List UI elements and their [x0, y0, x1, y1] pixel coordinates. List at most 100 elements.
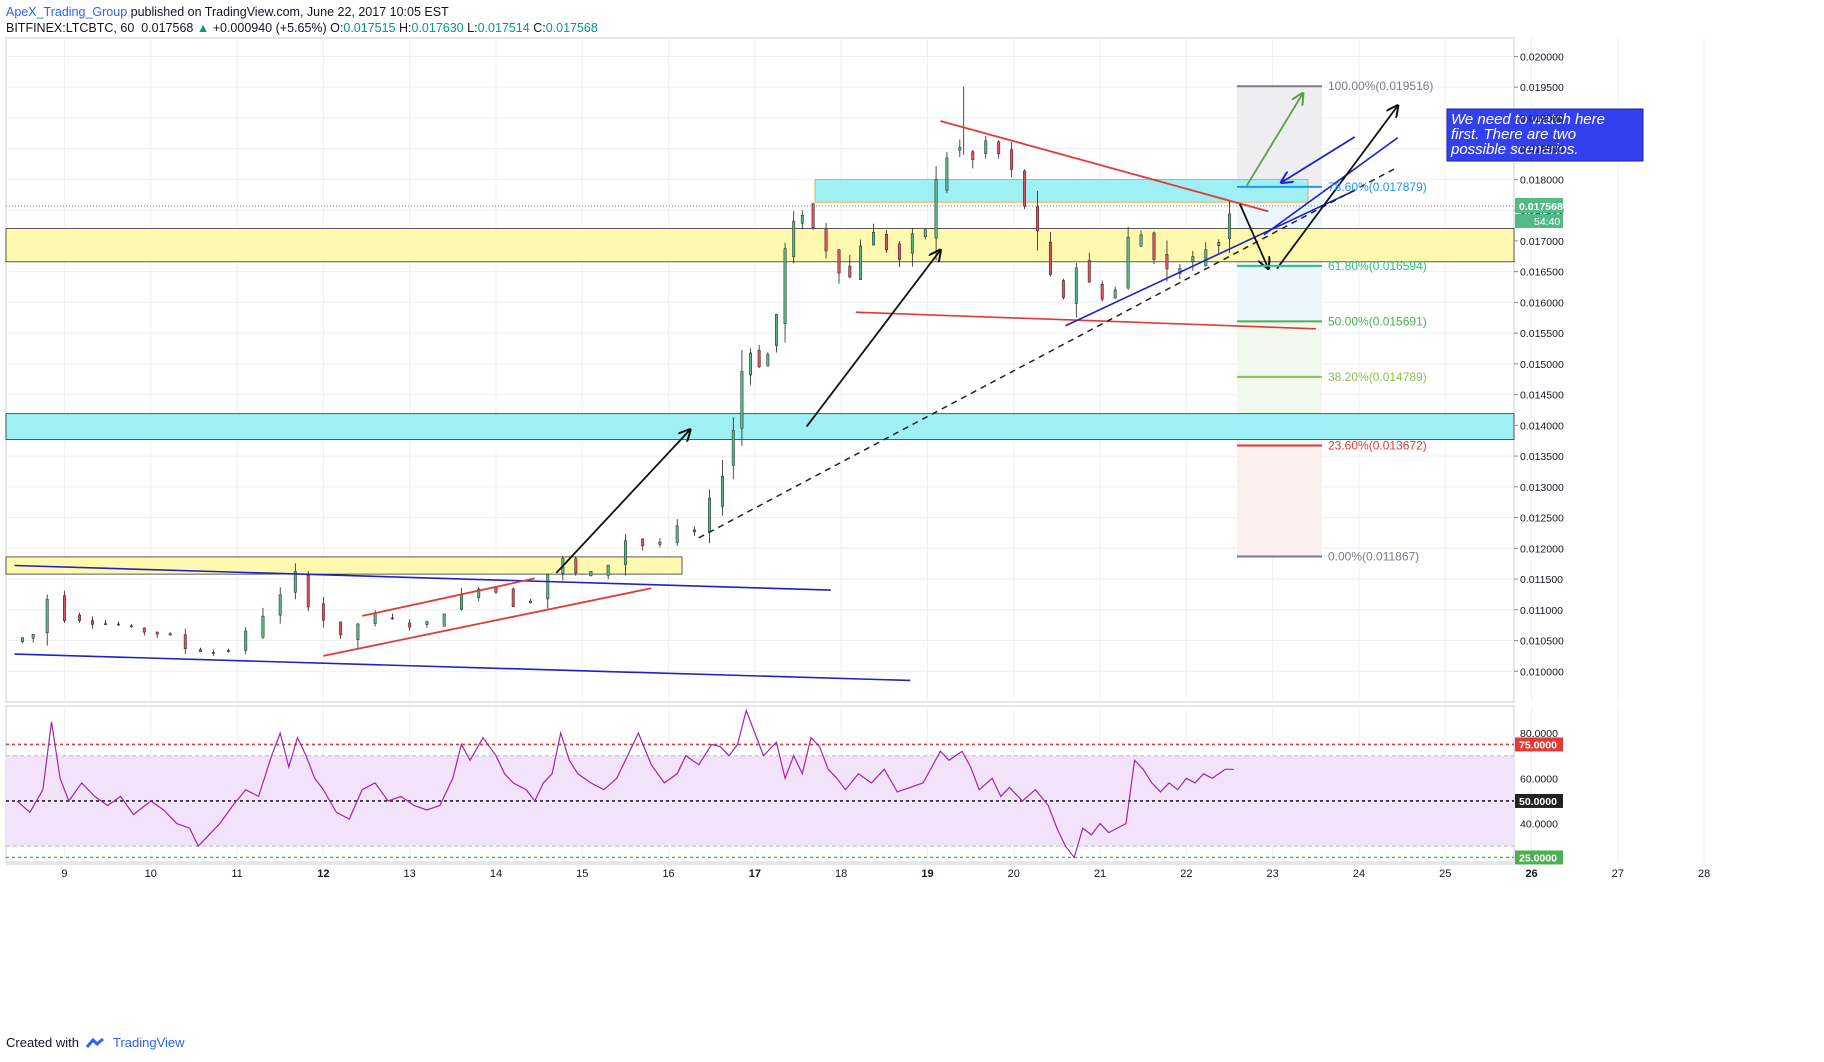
candle-body: [459, 594, 463, 610]
candle: [766, 352, 770, 367]
candle-body: [997, 141, 1001, 155]
candle: [1010, 142, 1014, 177]
candle: [1048, 231, 1052, 277]
candle-body: [971, 151, 975, 161]
y-tick-label: 0.012000: [1520, 543, 1564, 555]
price-change: +0.000940 (+5.65%): [212, 21, 327, 35]
y-tick-label: 0.017000: [1520, 236, 1564, 248]
candle-body: [1217, 242, 1221, 246]
fib-level-label: 78.60%(0.017879): [1328, 180, 1427, 194]
candle: [142, 627, 146, 636]
candle-body: [511, 588, 515, 608]
fib-level-label: 50.00%(0.015691): [1328, 314, 1427, 328]
candle: [1228, 200, 1231, 254]
y-tick-label: 0.010500: [1520, 636, 1564, 648]
candle: [390, 613, 394, 620]
candle: [885, 230, 888, 253]
rsi-y-tick-label: 60.0000: [1520, 773, 1558, 785]
candle: [606, 564, 610, 580]
candle: [244, 627, 248, 655]
candle: [574, 556, 578, 576]
high-label: H:: [399, 21, 412, 35]
candle: [1023, 169, 1027, 210]
candle-body: [425, 621, 429, 625]
candle-body: [442, 613, 446, 627]
candle: [824, 223, 828, 259]
candle-body: [373, 613, 377, 624]
candle-body: [1113, 289, 1117, 299]
note-text: We need to watch here: [1451, 111, 1605, 128]
y-tick-label: 0.018500: [1520, 144, 1564, 156]
y-tick-label: 0.011000: [1520, 605, 1563, 617]
candle-body: [261, 615, 265, 638]
arrow-blue-pointer: [1281, 136, 1356, 182]
author-link[interactable]: ApeX_Trading_Group: [6, 5, 128, 19]
candle: [1139, 230, 1143, 247]
candle: [897, 241, 901, 268]
x-tick-label: 16: [662, 868, 674, 880]
x-tick-label: 13: [404, 868, 416, 880]
candle: [168, 631, 172, 636]
note-box: [1446, 108, 1644, 162]
x-tick-label: 23: [1267, 868, 1279, 880]
publication-info: published on TradingView.com, June 22, 2…: [130, 5, 449, 19]
candle-body: [390, 617, 394, 620]
candle-body: [278, 594, 282, 616]
note-text: possible scenarios.: [1450, 141, 1579, 158]
candle-body: [792, 220, 796, 258]
candle-body: [31, 634, 35, 639]
candle: [198, 647, 202, 653]
candle-body: [1023, 170, 1027, 207]
candle: [425, 620, 429, 628]
y-tick-label: 0.016500: [1520, 267, 1564, 279]
candle: [757, 344, 761, 369]
candle-body: [1061, 280, 1065, 298]
fib-level-label: 61.80%(0.016594): [1328, 259, 1427, 273]
candle-body: [984, 140, 988, 154]
candle-body: [1152, 232, 1156, 260]
rsi-y-tick-label: 40.0000: [1520, 819, 1558, 831]
blue-upper-projection: [1263, 136, 1399, 236]
candle: [211, 649, 215, 656]
candle: [477, 586, 481, 602]
fib-level-label: 38.20%(0.014789): [1328, 370, 1427, 384]
candle: [261, 607, 265, 639]
tradingview-logo-icon: [85, 1037, 104, 1048]
y-tick-label: 0.019000: [1520, 113, 1564, 125]
candle-body: [757, 349, 761, 368]
candle-body: [910, 233, 914, 254]
y-tick-label: 0.010000: [1520, 666, 1564, 678]
candle-body: [1074, 267, 1078, 304]
fib-level-label: 100.00%(0.019516): [1328, 79, 1433, 93]
last-price-badge-label: 0.017568: [1519, 201, 1563, 213]
footer: Created with TradingView: [6, 1035, 185, 1050]
x-tick-label: 11: [231, 868, 242, 880]
candle-body: [740, 371, 744, 429]
candle: [1074, 262, 1078, 318]
rsi-y-tick-label: 80.0000: [1520, 728, 1558, 740]
candle: [356, 623, 360, 650]
candle: [859, 239, 863, 281]
yellow-breakout-zone: [5, 556, 683, 575]
y-tick-label: 0.014500: [1520, 390, 1564, 402]
y-tick-label: 0.016000: [1520, 297, 1564, 309]
blue-trendline-upper: [14, 564, 831, 591]
red-support-line: [855, 311, 1316, 330]
candle-body: [1100, 283, 1104, 300]
candle: [872, 223, 875, 246]
candle-body: [574, 558, 578, 574]
y-tick-label: 0.018000: [1520, 174, 1564, 186]
candle-body: [693, 529, 696, 533]
candle: [226, 648, 230, 653]
candle-body: [1204, 249, 1208, 267]
candle-body: [958, 147, 962, 151]
tradingview-brand[interactable]: TradingView: [112, 1035, 185, 1050]
rsi-level-badge: [1515, 793, 1563, 808]
x-tick-label: 28: [1698, 868, 1710, 880]
candle: [731, 417, 735, 480]
candle: [811, 202, 815, 230]
trend-lines: [14, 93, 1399, 682]
y-tick-label: 0.015000: [1520, 359, 1564, 371]
candle-body: [78, 614, 82, 621]
